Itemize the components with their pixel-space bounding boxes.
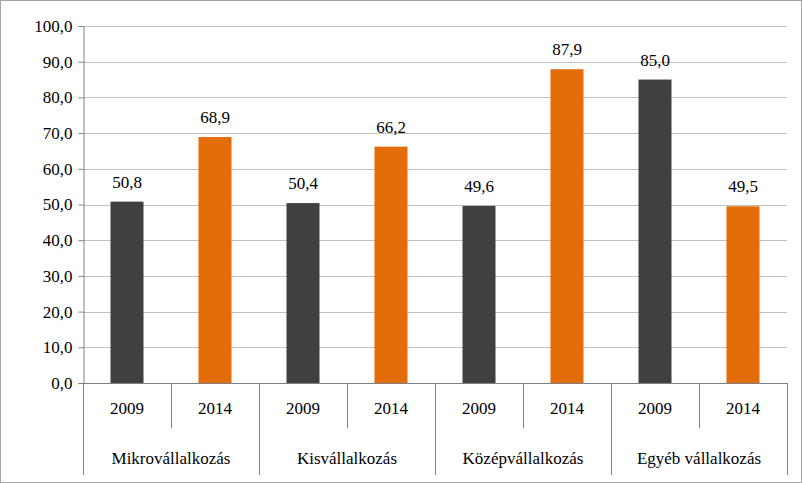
grid-line <box>83 133 787 134</box>
x-sub-label: 2009 <box>638 399 672 418</box>
chart: 0,0 10,0 20,0 30,0 40,0 50,0 60,0 70,0 80,0 90,0 1… <box>0 0 802 483</box>
data-label: 50,4 <box>288 174 318 193</box>
y-tick: 90,0 <box>43 53 84 72</box>
y-tick: 100,0 <box>34 17 83 36</box>
x-sub-label: 2014 <box>374 399 409 418</box>
y-tick-mark <box>79 133 84 134</box>
x-sub-separator <box>171 383 172 428</box>
x-axis: 2009 2014 Mikrovállalkozás 2009 2014 Kisválla… <box>83 383 788 475</box>
data-label: 49,6 <box>464 177 494 196</box>
grid-line <box>83 276 787 277</box>
y-tick: 60,0 <box>43 160 84 179</box>
bar <box>375 147 408 383</box>
bar <box>199 137 232 383</box>
x-sub-label: 2009 <box>110 399 144 418</box>
y-tick: 30,0 <box>43 267 84 286</box>
y-tick-label: 30,0 <box>43 267 73 286</box>
x-group-separator <box>787 383 788 475</box>
x-group-label: Középvállalkozás <box>463 449 584 468</box>
x-group-separator <box>83 383 84 475</box>
y-tick-mark <box>79 169 84 170</box>
x-sub-label: 2014 <box>550 399 585 418</box>
x-group-separator <box>259 383 260 475</box>
y-tick: 40,0 <box>43 231 84 250</box>
bar <box>287 203 320 383</box>
chart-border <box>1 1 802 483</box>
bar <box>463 206 496 383</box>
data-label: 49,5 <box>728 177 758 196</box>
x-group-label: Mikrovállalkozás <box>112 449 231 468</box>
y-tick-mark <box>79 312 84 313</box>
grid-line <box>83 26 787 27</box>
grid-line <box>83 347 787 348</box>
x-sub-label: 2009 <box>462 399 496 418</box>
grid-line <box>83 312 787 313</box>
bars <box>111 69 760 383</box>
y-tick-mark <box>79 62 84 63</box>
y-tick-mark <box>79 276 84 277</box>
y-tick-label: 90,0 <box>43 53 73 72</box>
bar <box>551 69 584 383</box>
x-group-label: Kisvállalkozás <box>297 449 397 468</box>
x-group-label: Egyéb vállalkozás <box>637 449 761 468</box>
y-tick-label: 10,0 <box>43 338 73 357</box>
grid-line <box>83 169 787 170</box>
y-tick-label: 50,0 <box>43 195 73 214</box>
data-label: 66,2 <box>376 118 406 137</box>
y-tick-label: 70,0 <box>43 124 73 143</box>
grid-line <box>83 240 787 241</box>
bar <box>111 202 144 383</box>
data-label: 68,9 <box>200 108 230 127</box>
x-group-separator <box>611 383 612 475</box>
y-tick-mark <box>79 205 84 206</box>
grid-line <box>83 62 787 63</box>
y-axis: 0,0 10,0 20,0 30,0 40,0 50,0 60,0 70,0 80,0 90,0 1… <box>34 17 84 393</box>
x-group-separator <box>435 383 436 475</box>
x-sub-separator <box>523 383 524 428</box>
data-labels: 50,8 50,4 49,6 85,0 68,9 66,2 87,9 49,5 <box>112 40 758 196</box>
y-tick-label: 80,0 <box>43 88 73 107</box>
grid-line <box>83 205 787 206</box>
data-label: 87,9 <box>552 40 582 59</box>
y-axis-line <box>79 27 85 384</box>
bar <box>727 206 760 383</box>
y-tick: 80,0 <box>43 88 84 107</box>
x-sub-separator <box>347 383 348 428</box>
y-tick: 0,0 <box>51 374 83 393</box>
y-tick-mark <box>79 240 84 241</box>
x-sub-label: 2009 <box>286 399 320 418</box>
y-tick: 50,0 <box>43 195 84 214</box>
y-tick: 10,0 <box>43 338 84 357</box>
x-sub-separator <box>699 383 700 428</box>
y-tick-mark <box>79 383 84 384</box>
y-tick-label: 40,0 <box>43 231 73 250</box>
y-tick: 20,0 <box>43 303 84 322</box>
y-tick-mark <box>79 347 84 348</box>
grid-line <box>83 97 787 98</box>
y-tick-mark <box>79 97 84 98</box>
bar <box>639 80 672 383</box>
y-tick: 70,0 <box>43 124 84 143</box>
y-tick-label: 0,0 <box>51 374 72 393</box>
x-sub-label: 2014 <box>198 399 233 418</box>
y-tick-label: 20,0 <box>43 303 73 322</box>
x-sub-label: 2014 <box>726 399 761 418</box>
data-label: 85,0 <box>640 51 670 70</box>
grid <box>83 27 787 384</box>
data-label: 50,8 <box>112 173 142 192</box>
y-tick-mark <box>79 26 84 27</box>
y-tick-label: 100,0 <box>34 17 72 36</box>
y-tick-label: 60,0 <box>43 160 73 179</box>
